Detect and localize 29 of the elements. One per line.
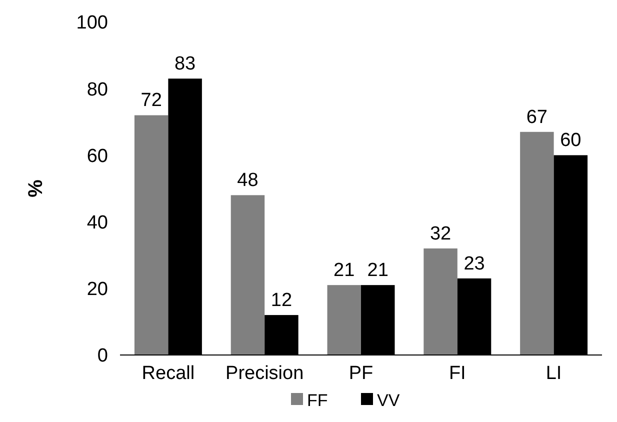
- data-label: 12: [270, 290, 292, 312]
- y-tick-label: 100: [76, 12, 108, 34]
- data-label: 60: [560, 130, 582, 152]
- data-label: 83: [174, 54, 196, 75]
- bar: [327, 285, 361, 355]
- legend-label: VV: [377, 390, 400, 410]
- x-tick-label: FI: [448, 363, 466, 384]
- data-label: 32: [430, 223, 452, 244]
- x-tick-label: Recall: [142, 363, 195, 384]
- bar: [230, 195, 265, 355]
- x-tick-label: PF: [348, 363, 374, 384]
- y-tick-label: 60: [86, 146, 108, 167]
- y-tick-label: 20: [86, 279, 108, 300]
- y-axis-title: %: [25, 179, 47, 198]
- data-label: 21: [334, 260, 355, 282]
- data-label: 72: [140, 90, 162, 112]
- data-label: 48: [237, 170, 258, 192]
- legend-label: FF: [307, 390, 328, 410]
- y-tick-label: 40: [86, 212, 108, 234]
- bar: [134, 115, 168, 355]
- y-tick-label: 0: [97, 346, 108, 367]
- x-tick-label: LI: [546, 363, 562, 384]
- bar: [520, 132, 554, 355]
- data-label: 67: [526, 106, 548, 128]
- bar: [424, 248, 458, 355]
- data-label: 21: [367, 260, 388, 282]
- data-label: 23: [464, 253, 485, 274]
- x-tick-label: Precision: [226, 363, 304, 384]
- y-tick-label: 80: [86, 79, 108, 100]
